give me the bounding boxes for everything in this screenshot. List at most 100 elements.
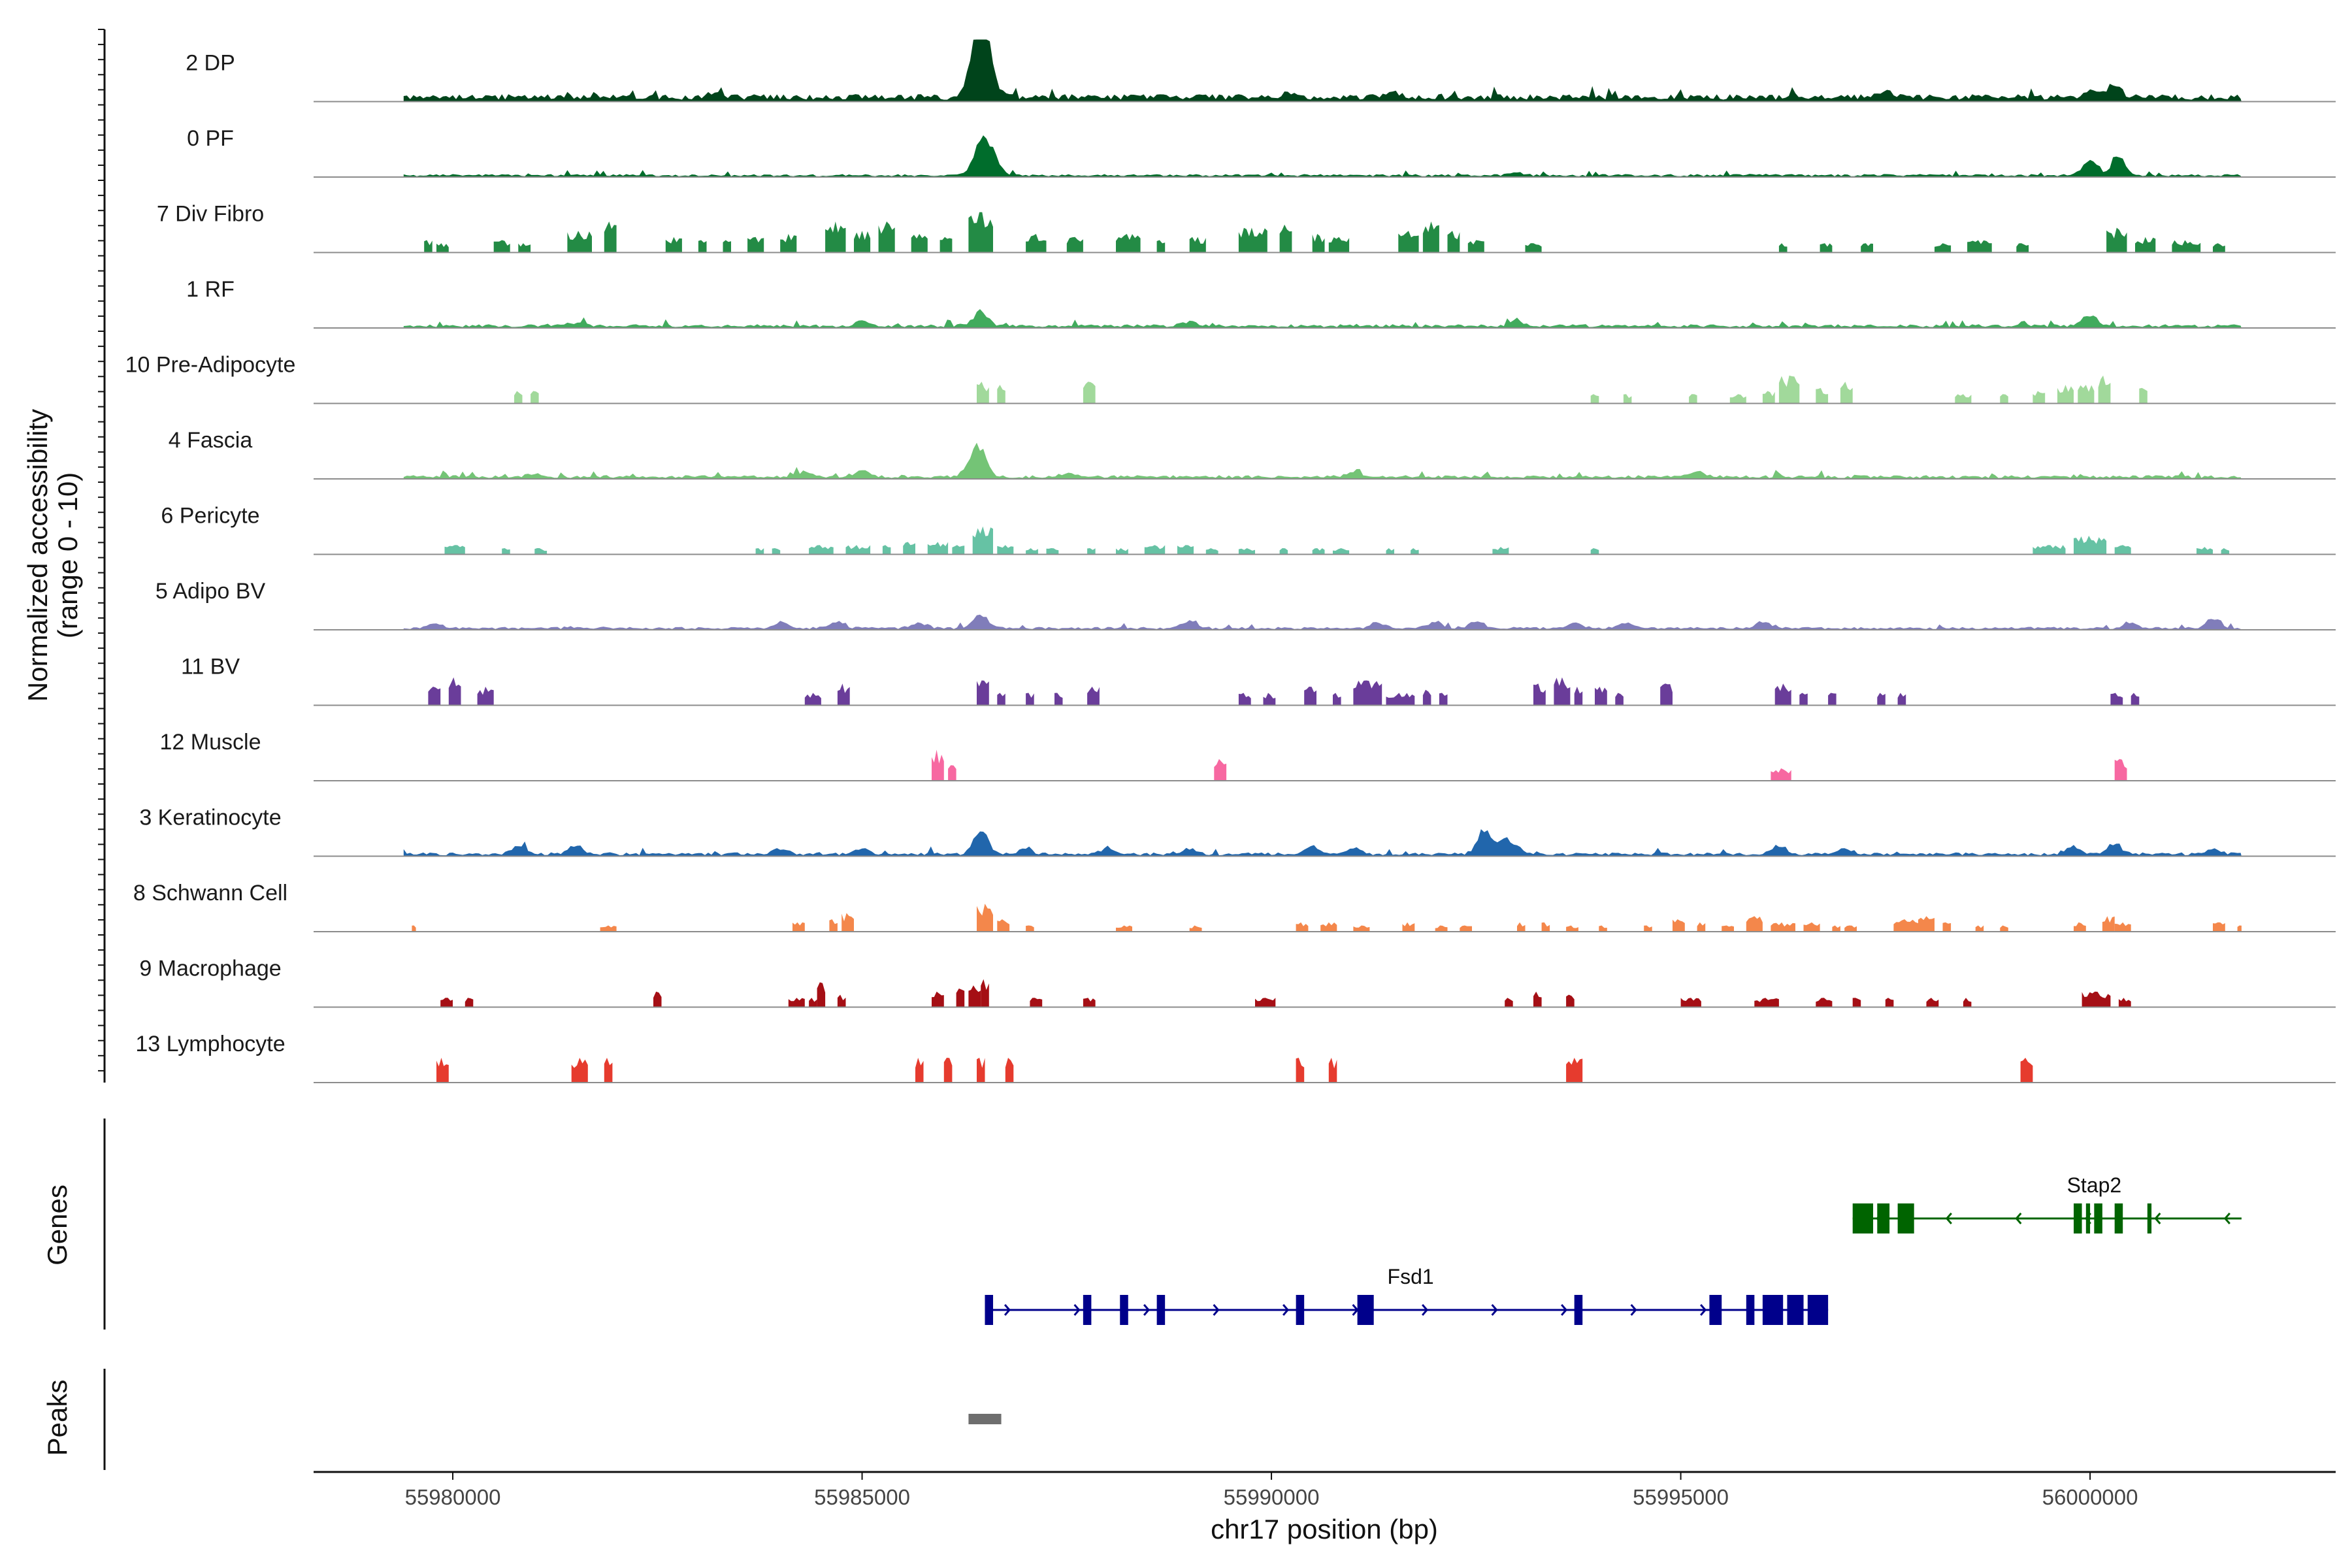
coverage-block	[1673, 919, 1685, 932]
coverage-block	[1566, 994, 1575, 1007]
coverage-block	[1533, 683, 1546, 706]
coverage-block	[841, 913, 854, 932]
coverage-block	[653, 991, 662, 1007]
coverage-block	[518, 243, 531, 253]
x-tick-label: 55990000	[1224, 1485, 1320, 1509]
coverage-block	[1116, 234, 1141, 253]
coverage-block	[1729, 394, 1746, 404]
coverage-block	[903, 542, 915, 555]
coverage-block	[1840, 382, 1853, 404]
track-label: 7 Div Fibro	[157, 202, 264, 227]
coverage-block	[747, 237, 764, 253]
coverage-block	[1296, 1058, 1305, 1083]
gene-exon	[1156, 1295, 1166, 1325]
strand-arrow	[1422, 1304, 1429, 1316]
genes-panel: Stap2 Fsd1	[103, 1119, 2242, 1330]
coverage-block	[2213, 922, 2225, 932]
coverage-block	[854, 231, 871, 253]
coverage-tracks: 2 DP 0 PF 7 Div Fibro 1 RF 10 Pre-Adipocyte 4…	[125, 39, 2336, 1083]
coverage-block	[1402, 922, 1415, 932]
gene-exon	[1746, 1295, 1755, 1325]
coverage-block	[2221, 548, 2230, 555]
coverage-block	[698, 240, 707, 253]
coverage-block	[1026, 548, 1038, 555]
coverage-block	[2172, 240, 2201, 253]
track-label: 13 Lymphocyte	[135, 1032, 285, 1056]
x-tick-label: 55995000	[1633, 1485, 1729, 1509]
track-10-pre-adipocyte: 10 Pre-Adipocyte	[125, 353, 2336, 404]
coverage-block	[932, 991, 944, 1007]
coverage-block	[932, 749, 944, 781]
coverage-block	[2237, 925, 2242, 932]
coverage-block	[1116, 548, 1128, 555]
strand-arrow	[1073, 1304, 1081, 1316]
coverage-block	[1852, 998, 1861, 1007]
gene-exon	[1807, 1295, 1829, 1325]
coverage-block	[1623, 394, 1632, 404]
coverage-block	[968, 212, 993, 253]
coverage-block	[1644, 925, 1652, 932]
coverage-block	[1083, 998, 1096, 1007]
coverage-block	[2213, 243, 2225, 253]
x-tick-label: 55980000	[405, 1485, 501, 1509]
coverage-block	[1778, 243, 1788, 253]
coverage-block	[2033, 545, 2066, 555]
coverage-block	[997, 385, 1005, 404]
coverage-block	[1296, 922, 1309, 932]
track-2-dp: 2 DP	[186, 39, 2336, 103]
coverage-block	[1942, 922, 1952, 932]
coverage-block	[1746, 916, 1763, 932]
strand-arrow	[1630, 1304, 1637, 1316]
coverage-block	[755, 548, 764, 555]
coverage-block	[1680, 998, 1701, 1007]
coverage-block	[1590, 394, 1599, 404]
coverage-block	[2082, 991, 2111, 1007]
coverage-block	[1460, 925, 1472, 932]
coverage-block	[2098, 375, 2111, 404]
coverage-block	[977, 382, 989, 404]
coverage-block	[1505, 998, 1513, 1007]
coverage-block	[1411, 548, 1419, 555]
coverage-block	[1754, 998, 1779, 1007]
coverage-block	[1238, 548, 1255, 555]
track-label: 5 Adipo BV	[155, 579, 266, 604]
coverage-block	[1435, 925, 1448, 932]
coverage-block	[444, 545, 465, 555]
track-13-lymphocyte: 13 Lymphocyte	[135, 1032, 2336, 1083]
gene-fsd1: Fsd1	[985, 1265, 1829, 1325]
coverage-block	[1771, 922, 1795, 932]
coverage-block	[1189, 237, 1206, 253]
coverage-block	[1156, 240, 1166, 253]
coverage-block	[939, 237, 953, 253]
coverage-block	[1893, 919, 1918, 932]
coverage-block	[1935, 243, 1952, 253]
strand-arrow	[1945, 1213, 1952, 1224]
y-axis-range-label: (range 0 - 10)	[52, 472, 83, 638]
coverage-block	[1353, 680, 1382, 706]
coverage-block	[915, 1058, 924, 1083]
coverage-block	[792, 922, 805, 932]
track-label: 3 Keratinocyte	[139, 806, 281, 830]
coverage-block	[1816, 387, 1829, 404]
gene-exon	[2147, 1203, 2152, 1233]
coverage-block	[809, 998, 817, 1007]
coverage-block	[2106, 227, 2127, 253]
coverage-block	[1333, 693, 1341, 706]
track-label: 2 DP	[186, 51, 235, 76]
gene-label: Stap2	[2067, 1173, 2122, 1197]
gene-exon	[1852, 1203, 1874, 1233]
coverage-block	[977, 1058, 985, 1083]
strand-arrow	[1700, 1304, 1707, 1316]
coverage-block	[804, 693, 821, 706]
gene-exon	[1787, 1295, 1804, 1325]
coverage-block	[1595, 687, 1607, 706]
coverage-area	[403, 829, 2242, 857]
coverage-block	[2135, 237, 2156, 253]
coverage-block	[997, 693, 1005, 706]
coverage-block	[1205, 548, 1218, 555]
coverage-block	[1771, 768, 1791, 781]
coverage-block	[465, 998, 474, 1007]
coverage-block	[600, 925, 617, 932]
gene-label: Fsd1	[1388, 1265, 1434, 1288]
track-label: 4 Fascia	[169, 428, 253, 453]
